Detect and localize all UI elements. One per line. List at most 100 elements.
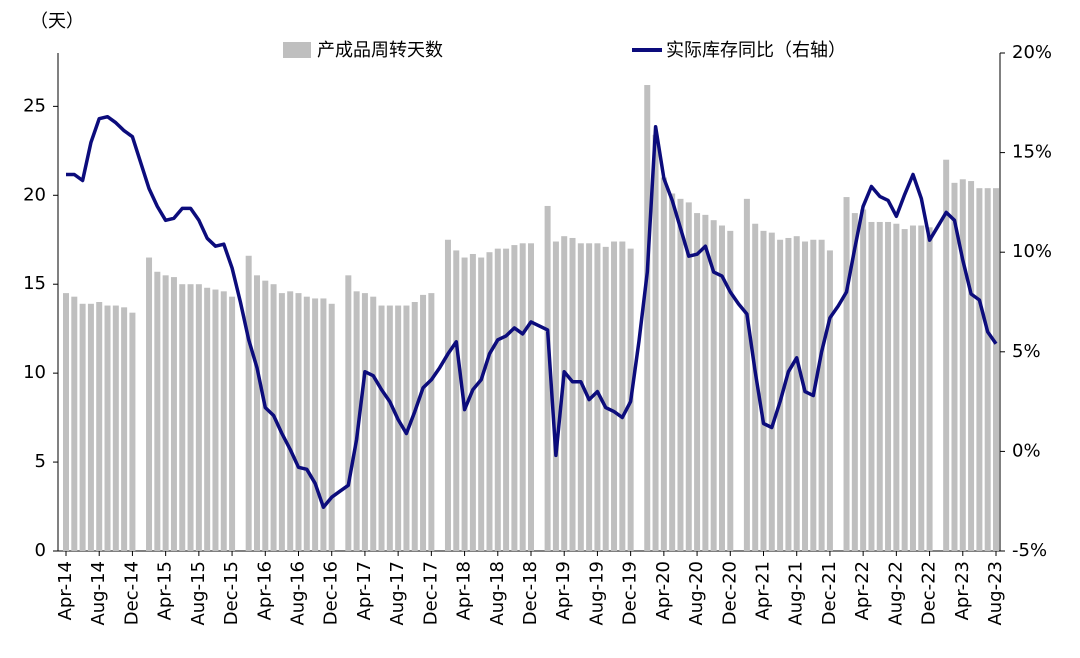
bar: [619, 241, 626, 551]
bar: [893, 223, 900, 551]
legend-label: 实际库存同比（右轴）: [666, 40, 846, 61]
y-axis-label: （天）: [30, 11, 84, 32]
y2-tick-label: 0%: [1012, 440, 1041, 461]
x-tick-label: Apr-14: [55, 561, 76, 620]
x-tick-label: Aug-21: [786, 561, 807, 626]
bar: [195, 284, 202, 551]
bar: [403, 305, 410, 551]
bar: [976, 188, 983, 551]
bar: [146, 257, 153, 551]
bar: [951, 182, 958, 552]
bar: [212, 289, 219, 551]
bar: [295, 293, 302, 551]
bar: [652, 134, 659, 552]
x-tick-label: Aug-22: [885, 561, 906, 626]
y-tick-label: 25: [23, 95, 46, 116]
x-tick-label: Apr-23: [952, 561, 973, 620]
bar: [378, 305, 385, 551]
bar: [486, 252, 493, 551]
bar: [494, 248, 501, 551]
x-tick-label: Apr-15: [155, 561, 176, 620]
bar: [170, 277, 177, 551]
y2-tick-label: -5%: [1012, 540, 1047, 561]
bar: [511, 245, 518, 552]
bar: [710, 220, 717, 551]
bar: [411, 302, 418, 551]
bar: [968, 181, 975, 552]
bar: [63, 293, 69, 551]
bar: [918, 225, 925, 551]
bar: [760, 230, 767, 551]
bar: [187, 284, 194, 551]
bar: [802, 241, 809, 551]
x-tick-label: Dec-16: [321, 561, 342, 625]
bar: [345, 275, 352, 551]
bar: [395, 305, 402, 551]
y-tick-label: 15: [23, 273, 46, 294]
bar: [353, 291, 360, 551]
x-tick-label: Aug-15: [188, 561, 209, 626]
bar: [885, 221, 892, 551]
bar: [826, 250, 833, 551]
bar: [361, 293, 368, 551]
bar: [96, 302, 103, 551]
bar: [851, 213, 858, 552]
x-tick-label: Aug-18: [487, 561, 508, 626]
legend-swatch: [283, 42, 311, 58]
x-tick-label: Apr-16: [254, 561, 275, 620]
bar: [121, 307, 128, 551]
bar: [702, 214, 709, 551]
bar: [87, 303, 94, 551]
bar: [519, 243, 526, 552]
bar: [154, 271, 161, 551]
y2-tick-label: 20%: [1012, 42, 1052, 63]
bar: [561, 236, 568, 551]
bar: [386, 305, 393, 551]
x-tick-label: Apr-20: [653, 561, 674, 620]
bar: [743, 198, 750, 552]
bar: [843, 197, 850, 552]
bar: [602, 246, 609, 551]
bar: [594, 243, 601, 552]
legend-label: 产成品周转天数: [317, 40, 443, 61]
bar: [984, 188, 991, 551]
bar: [644, 85, 651, 551]
bar: [876, 221, 883, 551]
bar: [220, 291, 227, 551]
x-tick-label: Apr-21: [753, 561, 774, 620]
x-tick-label: Aug-17: [387, 561, 408, 626]
bar: [469, 253, 476, 551]
bar: [768, 232, 775, 551]
bar: [287, 291, 294, 551]
x-tick-label: Dec-21: [819, 561, 840, 625]
x-tick-label: Dec-18: [520, 561, 541, 625]
x-tick-label: Aug-19: [586, 561, 607, 626]
y-tick-label: 5: [35, 451, 46, 472]
x-tick-label: Dec-17: [420, 561, 441, 625]
bar: [685, 202, 692, 551]
y2-tick-label: 10%: [1012, 241, 1052, 262]
bar: [112, 305, 119, 551]
bar: [993, 188, 999, 551]
bar: [528, 243, 534, 552]
x-tick-label: Dec-20: [719, 561, 740, 625]
bar: [926, 227, 933, 552]
x-tick-label: Dec-15: [221, 561, 242, 625]
bar: [552, 241, 559, 551]
x-tick-label: Dec-22: [919, 561, 940, 625]
bar: [71, 296, 78, 551]
bar: [611, 241, 618, 551]
bar: [793, 236, 800, 551]
bar: [959, 179, 966, 551]
x-tick-label: Aug-23: [985, 561, 1006, 626]
bar: [785, 237, 792, 551]
bar: [943, 159, 950, 551]
bar: [577, 243, 584, 552]
bar: [727, 230, 734, 551]
y2-tick-label: 5%: [1012, 341, 1041, 362]
bar: [694, 213, 701, 552]
x-tick-label: Aug-16: [288, 561, 309, 626]
bar: [503, 248, 510, 551]
bar: [79, 303, 86, 551]
